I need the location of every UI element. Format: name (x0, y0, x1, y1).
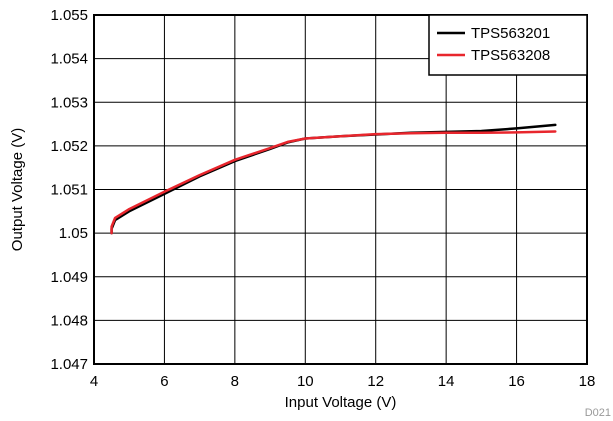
x-tick-label: 12 (367, 373, 384, 390)
y-tick-label: 1.048 (50, 312, 88, 329)
y-tick-label: 1.05 (59, 225, 88, 242)
legend-box (428, 14, 588, 76)
plot-frame (93, 14, 588, 365)
x-tick-label: 16 (508, 373, 525, 390)
legend-label: TPS563208 (471, 47, 550, 64)
x-tick-label: 18 (579, 373, 596, 390)
y-tick-label: 1.054 (50, 51, 88, 68)
x-tick-labels: 4 6 8 10 12 14 16 18 (90, 373, 596, 390)
y-axis-label: Output Voltage (V) (9, 128, 26, 251)
y-tick-label: 1.049 (50, 269, 88, 286)
y-tick-label: 1.055 (50, 7, 88, 24)
x-tick-label: 14 (438, 373, 455, 390)
series-line-tps563201 (110, 123, 557, 235)
legend: TPS563201 TPS563208 (428, 14, 588, 76)
x-axis-label: Input Voltage (V) (285, 394, 397, 411)
legend-label: TPS563201 (471, 25, 550, 42)
y-tick-label: 1.052 (50, 138, 88, 155)
y-tick-labels: 1.047 1.048 1.049 1.05 1.051 1.052 1.053 1.054 1… (50, 7, 88, 373)
series-lines (110, 123, 557, 235)
series-line-tps563208 (110, 130, 557, 235)
x-tick-label: 4 (90, 373, 98, 390)
y-tick-label: 1.047 (50, 356, 88, 373)
figure-id-label: D021 (585, 407, 611, 419)
x-tick-label: 8 (231, 373, 239, 390)
x-tick-label: 6 (160, 373, 168, 390)
y-tick-label: 1.053 (50, 94, 88, 111)
y-tick-label: 1.051 (50, 182, 88, 199)
x-tick-label: 10 (297, 373, 314, 390)
